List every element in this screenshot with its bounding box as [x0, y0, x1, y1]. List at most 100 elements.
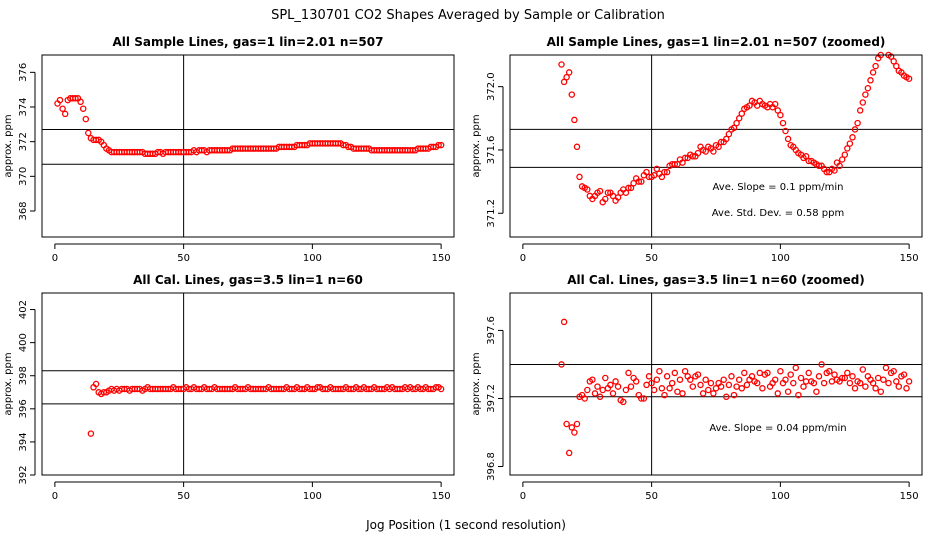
data-point [733, 383, 740, 390]
plot-frame [41, 54, 455, 238]
y-tick-label: 368 [18, 201, 29, 220]
data-point [627, 383, 635, 390]
data-point [596, 187, 604, 195]
panel-sample-lines: All Sample Lines, gas=1 lin=2.01 n=507 0 5… [3, 35, 455, 264]
data-point [648, 379, 655, 387]
data-point [710, 390, 717, 397]
x-tick-label: 50 [645, 491, 658, 502]
x-tick-label: 150 [900, 253, 919, 264]
plot-frame [41, 292, 455, 476]
data-point [663, 373, 671, 380]
y-tick-label: 394 [18, 432, 29, 451]
data-point [838, 156, 846, 163]
data-point [560, 78, 568, 86]
data-point [622, 386, 630, 394]
data-point [743, 381, 751, 389]
y-tick-label: 402 [18, 300, 29, 319]
data-point [681, 154, 689, 162]
data-point [864, 84, 872, 92]
data-point [831, 167, 838, 174]
data-point [668, 379, 676, 387]
data-point [771, 376, 779, 383]
data-point [741, 369, 748, 377]
data-point [818, 361, 825, 368]
data-point [844, 145, 851, 152]
data-point [746, 102, 753, 109]
data-point [753, 379, 761, 387]
data-point [558, 361, 565, 368]
x-tick-label: 50 [177, 491, 190, 502]
data-point [625, 184, 632, 192]
data-point [565, 449, 573, 457]
data-point [805, 369, 812, 377]
y-tick-label: 392 [18, 465, 29, 484]
data-point [72, 95, 79, 102]
y-axis-label: approx. ppm [3, 352, 14, 415]
data-point [849, 373, 856, 380]
data-point [856, 379, 864, 387]
data-point [723, 393, 730, 401]
y-tick-label: 371.6 [486, 136, 497, 165]
data-point [867, 77, 874, 84]
y-tick-label: 374 [18, 97, 29, 116]
y-axis-label: approx. ppm [3, 114, 14, 177]
data-point [658, 385, 666, 392]
data-point [893, 378, 900, 385]
data-point [764, 369, 771, 377]
x-tick-label: 100 [303, 491, 322, 502]
data-point [602, 195, 609, 203]
data-point [602, 374, 609, 382]
data-point [862, 383, 869, 390]
data-point [687, 376, 694, 383]
data-point [689, 383, 697, 390]
x-tick-label: 150 [432, 253, 451, 264]
data-point [893, 62, 900, 70]
data-point [620, 398, 627, 406]
data-point [671, 369, 679, 377]
data-point [571, 429, 578, 436]
y-tick-label: 400 [18, 333, 29, 352]
data-point [730, 391, 738, 399]
data-point [661, 391, 668, 399]
data-point [905, 378, 913, 385]
y-tick-label: 396.8 [486, 452, 497, 481]
data-point [697, 381, 704, 389]
panel-sample-lines-zoomed: All Sample Lines, gas=1 lin=2.01 n=507 (… [471, 35, 923, 264]
data-point [887, 53, 895, 60]
data-point [689, 153, 697, 160]
data-point [779, 119, 787, 127]
data-point [609, 390, 617, 397]
annotation-text: Ave. Slope = 0.1 ppm/min [713, 182, 844, 193]
data-point [77, 98, 84, 106]
data-point [717, 383, 725, 390]
data-point [622, 189, 630, 196]
data-point [885, 379, 892, 387]
data-point [584, 386, 591, 394]
data-point [640, 395, 648, 402]
data-point [565, 69, 573, 76]
y-tick-label: 371.2 [486, 199, 497, 228]
data-point [563, 73, 570, 81]
panel-title: All Cal. Lines, gas=3.5 lin=1 n=60 [133, 273, 363, 287]
data-point [674, 388, 681, 395]
y-tick-label: 372 [18, 132, 29, 151]
y-tick-label: 397.2 [486, 384, 497, 413]
x-tick-label: 50 [177, 253, 190, 264]
data-point [558, 61, 565, 68]
data-point [800, 383, 807, 390]
plot-frame [509, 292, 923, 476]
data-point [571, 116, 578, 124]
data-point [604, 189, 612, 196]
data-point [694, 371, 702, 378]
data-point [699, 390, 707, 397]
data-point [676, 376, 684, 383]
data-point [846, 140, 854, 147]
data-point [738, 110, 746, 117]
data-point [844, 369, 851, 377]
data-point [738, 385, 746, 392]
data-point [841, 374, 849, 382]
data-point [568, 424, 576, 431]
panel-cal-lines: All Cal. Lines, gas=3.5 lin=1 n=60 0 50 100… [3, 273, 455, 502]
data-point [890, 58, 897, 65]
data-point [79, 105, 87, 112]
